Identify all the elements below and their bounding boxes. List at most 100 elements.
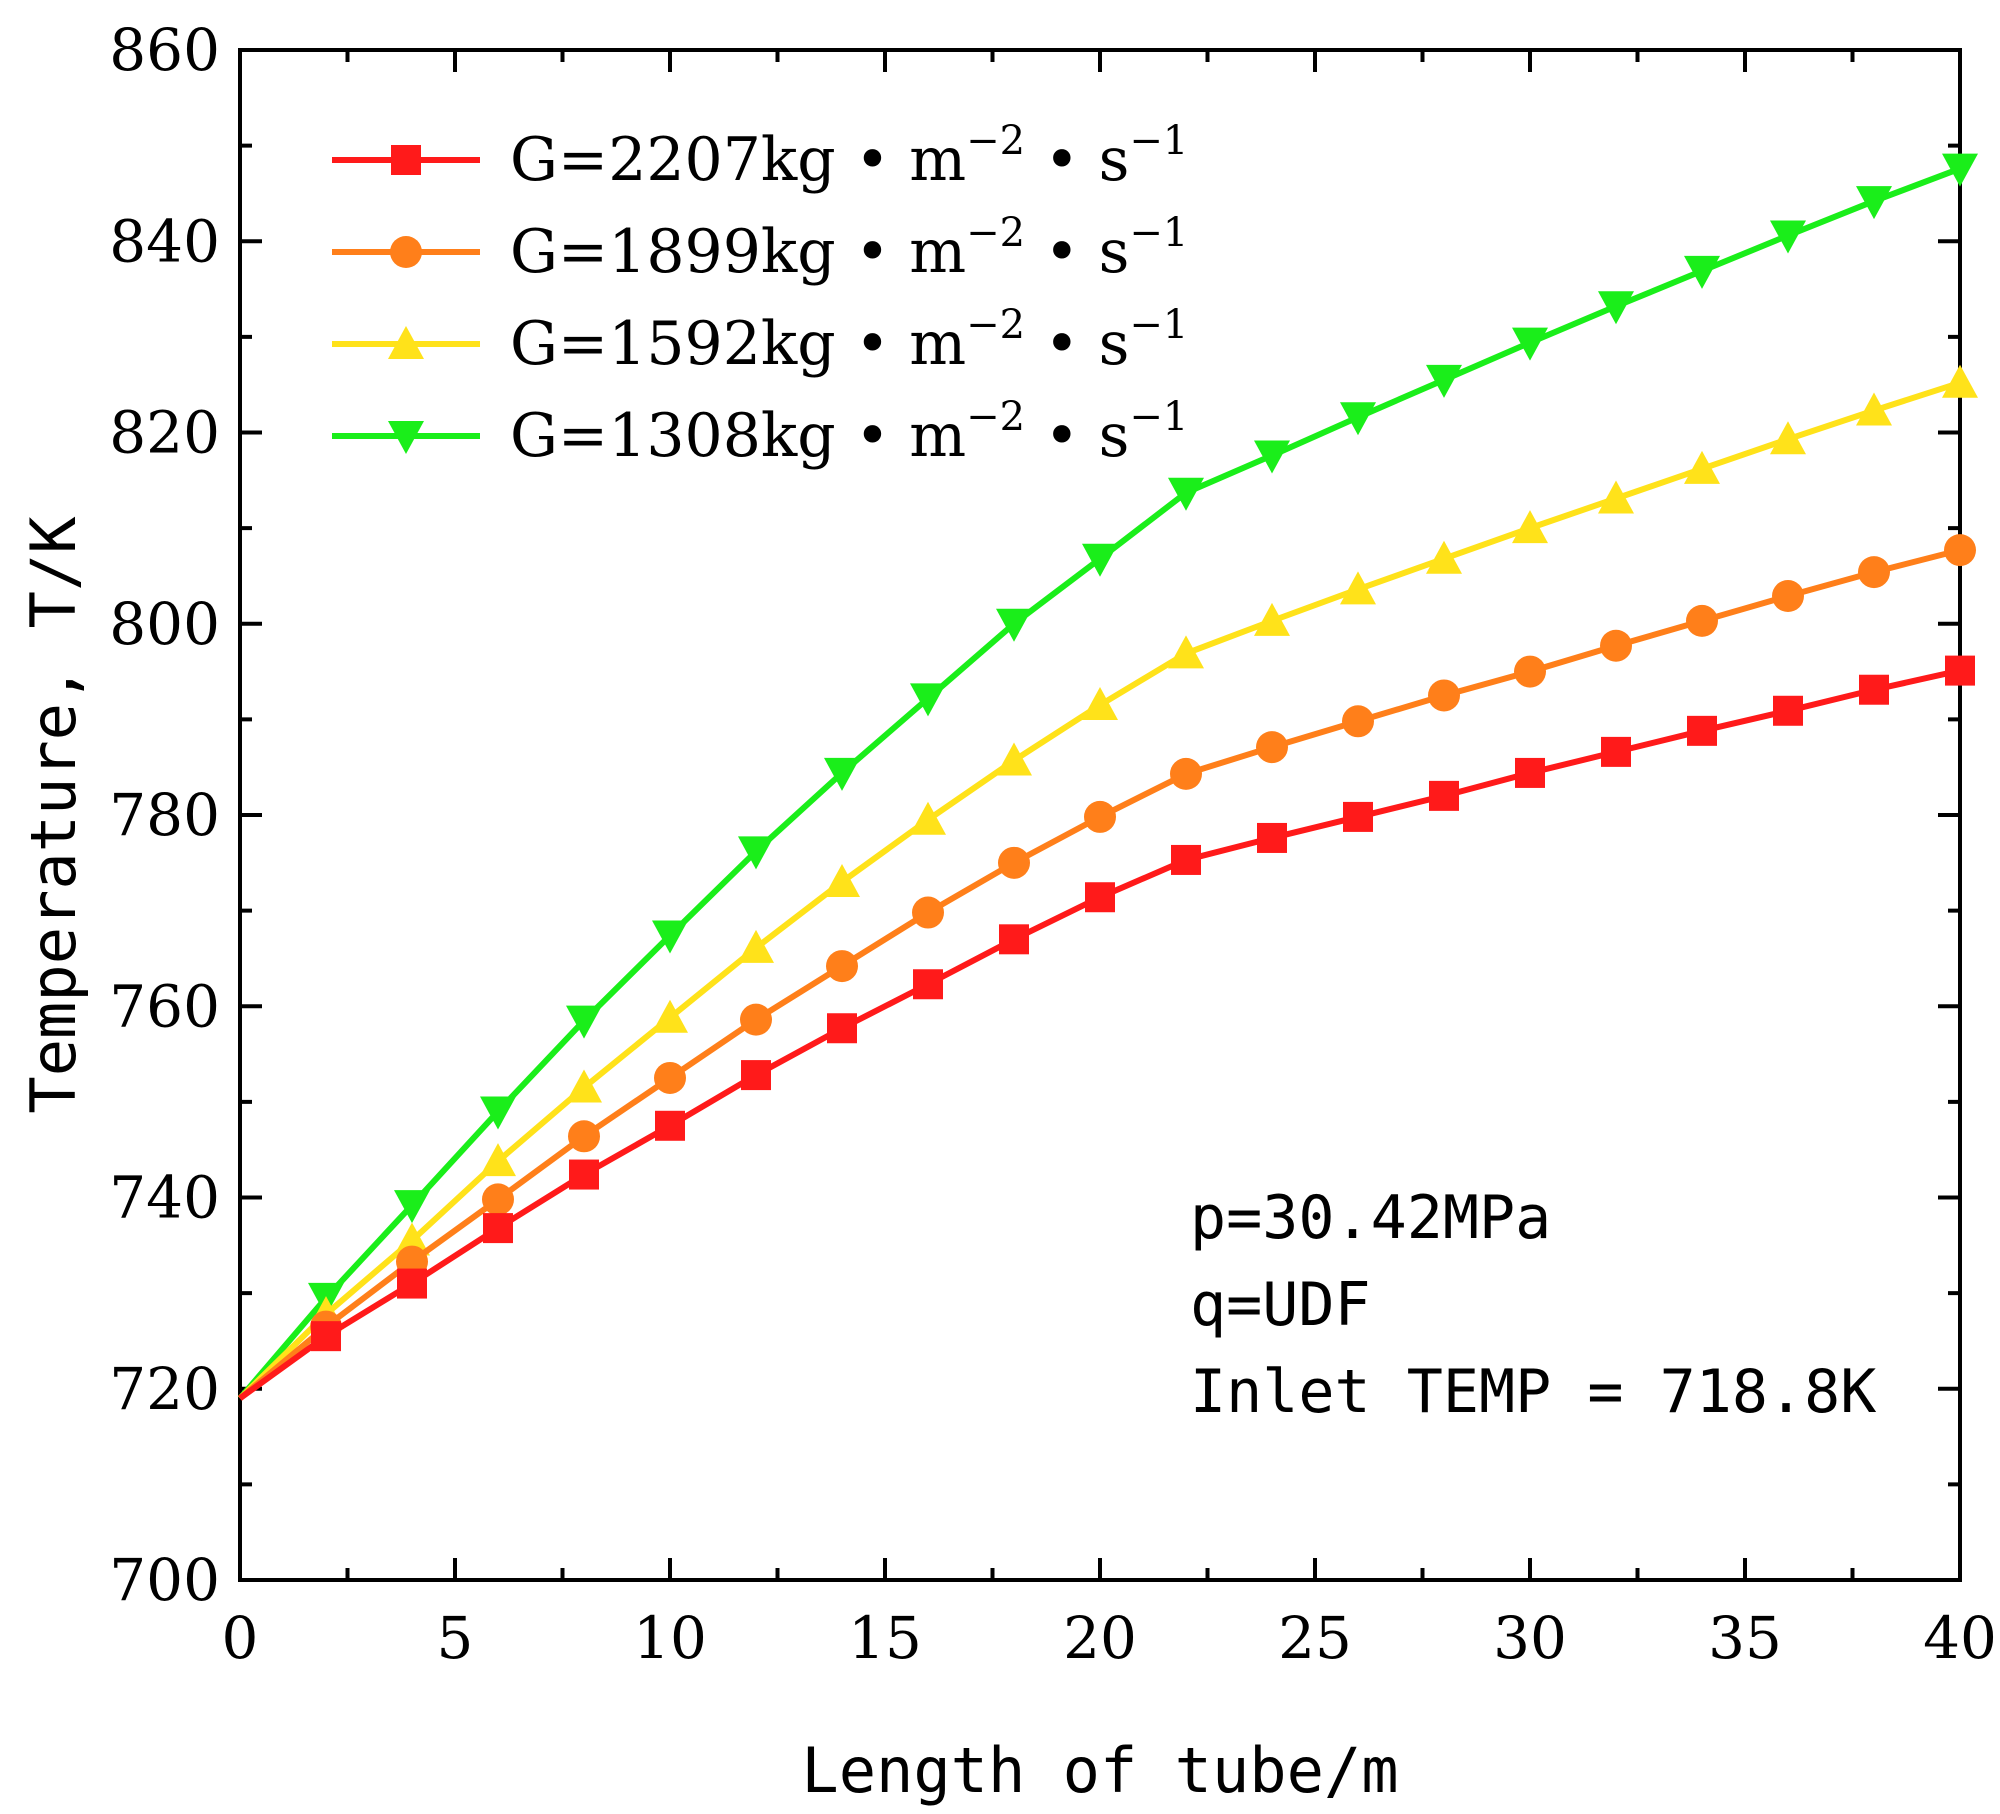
series-layer xyxy=(237,153,1978,1401)
legend-swatch-marker xyxy=(388,421,424,454)
legend-label-part: • s xyxy=(1025,217,1129,287)
x-tick-label: 30 xyxy=(1493,1604,1567,1672)
data-point xyxy=(569,1159,599,1190)
data-point xyxy=(1856,186,1892,220)
x-tick-label: 40 xyxy=(1923,1604,1997,1672)
legend-label: G=2207kg • m−2 • s−1 xyxy=(510,118,1188,195)
legend-entry: G=2207kg • m−2 • s−1 xyxy=(332,118,1188,195)
data-point xyxy=(738,836,774,870)
y-tick-label: 760 xyxy=(109,972,220,1040)
legend-swatch-marker xyxy=(388,326,424,359)
data-point xyxy=(1859,674,1889,705)
legend-label-part: −1 xyxy=(1129,302,1188,348)
data-point xyxy=(1600,629,1632,662)
data-point xyxy=(826,950,858,983)
y-tick-label: 720 xyxy=(109,1355,220,1423)
data-point xyxy=(1340,402,1376,436)
axis-tick-labels: 0 5 10 15 20 25 30 35 40 700 720 740 760 780 800 820 840… xyxy=(109,16,1997,1672)
series-triangle-down xyxy=(237,153,1978,1401)
data-point xyxy=(652,999,688,1033)
x-tick-label: 5 xyxy=(437,1604,474,1672)
data-point xyxy=(1945,655,1975,686)
x-tick-label: 25 xyxy=(1278,1604,1352,1672)
y-tick-label: 820 xyxy=(109,399,220,467)
annotation-pressure: p=30.42MPa xyxy=(1190,1183,1551,1253)
legend-swatch-marker xyxy=(391,145,421,175)
data-point xyxy=(1082,543,1118,577)
data-point xyxy=(1168,635,1204,669)
data-point xyxy=(1944,534,1976,567)
data-point xyxy=(1170,757,1202,790)
data-point xyxy=(1085,882,1115,913)
data-point xyxy=(1770,421,1806,455)
legend-label-part: • s xyxy=(1025,401,1129,471)
data-point xyxy=(913,969,943,1000)
data-point xyxy=(652,920,688,954)
data-point xyxy=(1598,291,1634,325)
data-point xyxy=(1684,255,1720,289)
data-point xyxy=(1512,510,1548,544)
legend-entry: G=1899kg • m−2 • s−1 xyxy=(332,210,1188,287)
legend-label-part: G=2207kg • m xyxy=(510,125,966,195)
data-point xyxy=(654,1061,686,1094)
data-point xyxy=(1254,602,1290,636)
data-point xyxy=(1343,801,1373,832)
legend-label-part: −2 xyxy=(966,118,1025,164)
legend-label: G=1592kg • m−2 • s−1 xyxy=(510,302,1188,379)
series-triangle-up xyxy=(237,364,1978,1401)
legend-entry: G=1308kg • m−2 • s−1 xyxy=(332,394,1188,471)
legend-label-part: −2 xyxy=(966,394,1025,440)
data-point xyxy=(1598,480,1634,514)
annotation-heat-flux: q=UDF xyxy=(1190,1270,1371,1340)
legend-label-part: • s xyxy=(1025,125,1129,195)
data-point xyxy=(824,757,860,791)
data-point xyxy=(655,1110,685,1141)
legend-label-part: G=1308kg • m xyxy=(510,401,966,471)
data-point xyxy=(912,896,944,929)
data-point xyxy=(1942,364,1978,398)
data-point xyxy=(1340,571,1376,605)
data-point xyxy=(741,1060,771,1091)
data-point xyxy=(740,1003,772,1036)
legend-label-part: • s xyxy=(1025,309,1129,379)
data-point xyxy=(1429,780,1459,811)
data-point xyxy=(1515,757,1545,788)
y-tick-label: 780 xyxy=(109,781,220,849)
data-point xyxy=(824,863,860,897)
data-point xyxy=(1856,392,1892,426)
legend-entry: G=1592kg • m−2 • s−1 xyxy=(332,302,1188,379)
data-point xyxy=(566,1005,602,1039)
data-point xyxy=(480,1096,516,1130)
data-point xyxy=(738,929,774,963)
legend-label-part: −2 xyxy=(966,302,1025,348)
data-point xyxy=(1858,556,1890,589)
legend-swatch-marker xyxy=(390,236,422,268)
data-point xyxy=(1256,731,1288,764)
data-point xyxy=(998,846,1030,879)
legend-label-part: −1 xyxy=(1129,394,1188,440)
series-line xyxy=(238,667,1961,1401)
series-line xyxy=(238,547,1961,1401)
x-tick-label: 15 xyxy=(848,1604,922,1672)
data-point xyxy=(910,683,946,717)
data-point xyxy=(1428,679,1460,712)
data-point xyxy=(394,1190,430,1224)
y-axis-title: Temperature, T/K xyxy=(17,516,90,1114)
data-point xyxy=(910,801,946,835)
data-point xyxy=(566,1069,602,1103)
data-point xyxy=(483,1213,513,1244)
data-point xyxy=(480,1143,516,1177)
x-tick-label: 35 xyxy=(1708,1604,1782,1672)
x-tick-label: 0 xyxy=(222,1604,259,1672)
data-point xyxy=(397,1268,427,1299)
y-tick-label: 860 xyxy=(109,16,220,84)
axis-ticks xyxy=(238,48,1962,1582)
legend-label-part: −1 xyxy=(1129,210,1188,256)
legend-label-part: G=1899kg • m xyxy=(510,217,966,287)
data-point xyxy=(1426,540,1462,574)
data-point xyxy=(1082,687,1118,721)
data-point xyxy=(1686,604,1718,637)
x-tick-label: 20 xyxy=(1063,1604,1137,1672)
data-point xyxy=(1514,655,1546,688)
